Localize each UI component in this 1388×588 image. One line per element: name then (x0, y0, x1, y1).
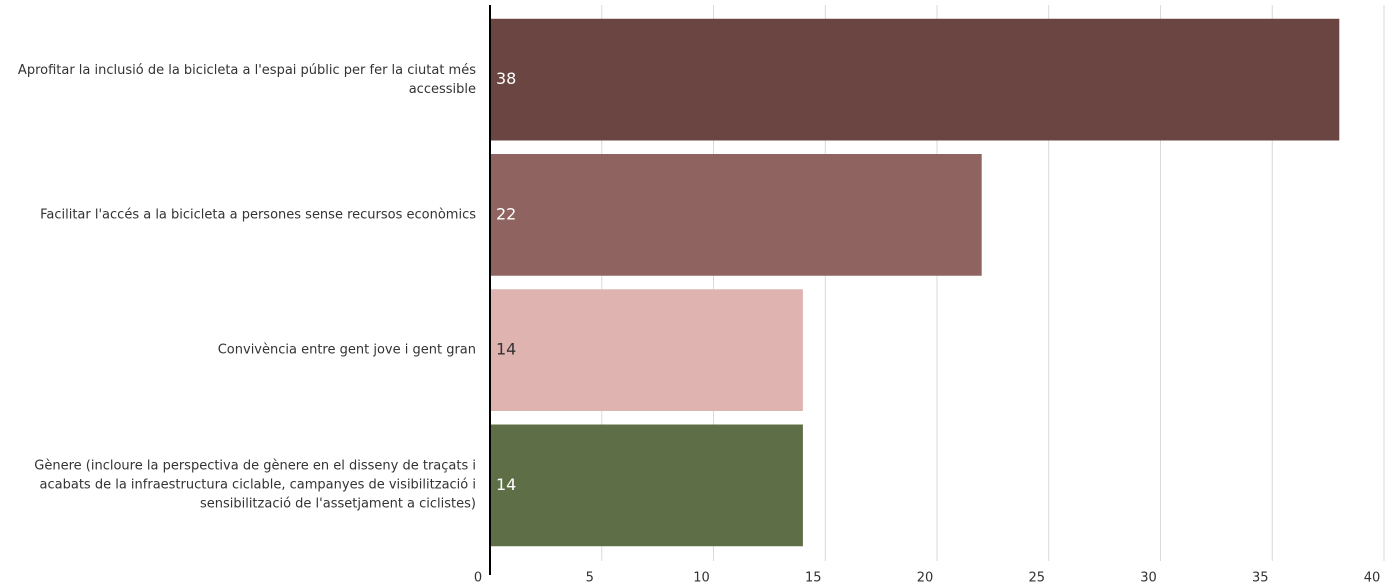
x-tick-label: 15 (805, 571, 822, 586)
category-label: Aprofitar la inclusió de la bicicleta a … (17, 62, 476, 97)
x-tick-label: 10 (693, 571, 710, 586)
x-tick-label: 35 (1252, 571, 1269, 586)
x-tick-label: 20 (917, 571, 934, 586)
x-tick-label: 30 (1140, 571, 1157, 586)
value-label: 22 (496, 204, 516, 223)
x-tick-label: 0 (474, 571, 482, 586)
bar (490, 289, 803, 411)
category-label: Gènere (incloure la perspectiva de gèner… (34, 458, 476, 512)
category-label: Convivència entre gent jove i gent gran (217, 342, 476, 358)
x-tick-label: 25 (1028, 571, 1045, 586)
bar (490, 154, 982, 276)
bar (490, 424, 803, 547)
x-tick-label: 40 (1364, 571, 1381, 586)
value-label: 14 (496, 475, 516, 494)
value-label: 14 (496, 340, 516, 359)
category-label: Facilitar l'accés a la bicicleta a perso… (40, 207, 476, 223)
x-tick-label: 5 (586, 571, 594, 586)
bar (490, 18, 1340, 141)
value-label: 38 (496, 69, 516, 88)
